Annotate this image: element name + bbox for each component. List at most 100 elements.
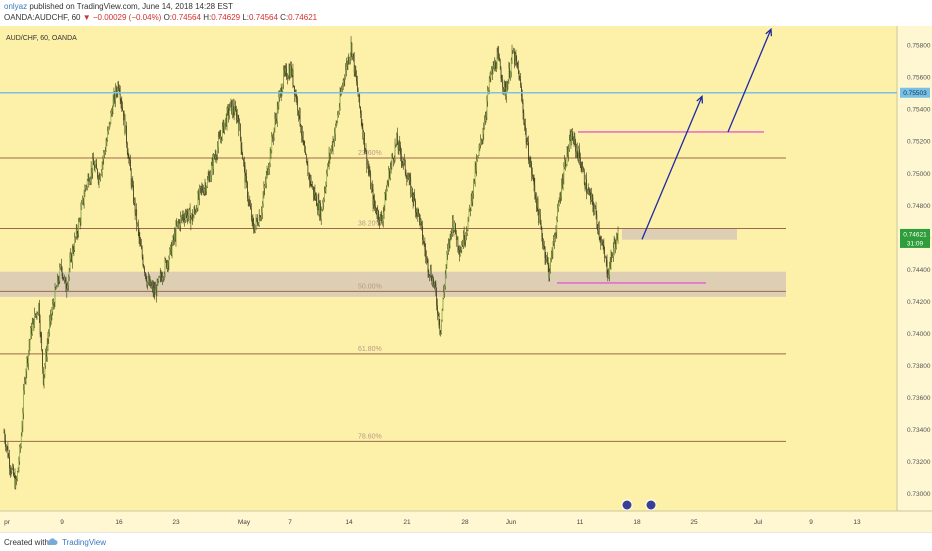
candle-body [32, 319, 34, 325]
candle-body [185, 212, 187, 215]
price-chart[interactable]: AUD/CHF, 60, OANDA 23.60% 38.20% 50.00% 61.… [0, 26, 932, 532]
candle-body [4, 432, 6, 441]
candle-body [419, 219, 421, 224]
candle-body [364, 148, 366, 152]
candle-body [249, 200, 251, 206]
candle-body [461, 245, 463, 250]
candle-body [75, 237, 76, 238]
candle-body [291, 65, 292, 76]
candle-body [279, 92, 280, 98]
candle-body [459, 250, 460, 255]
candle-body [465, 234, 467, 241]
candle-body [411, 188, 412, 195]
candle-body [221, 136, 222, 140]
candle-body [524, 122, 525, 126]
candle-body [371, 186, 372, 189]
candle-body [205, 185, 207, 192]
candle-body [389, 170, 390, 178]
candle-body [479, 145, 481, 149]
candle-body [507, 80, 509, 90]
candle-body [127, 151, 129, 159]
author-link[interactable]: onlyaz [4, 2, 28, 11]
candle-body [99, 175, 101, 180]
tradingview-link[interactable]: TradingView [62, 538, 107, 547]
candle-body [294, 92, 296, 96]
candle-body [533, 177, 535, 185]
candle-body [374, 199, 375, 207]
candle-body [373, 199, 375, 205]
candle-body [339, 93, 341, 108]
candle-body [109, 122, 111, 125]
fib-level-label: 23.60% [358, 150, 382, 157]
candle-body [27, 351, 29, 364]
candle-body [149, 280, 151, 285]
candle-body [328, 153, 330, 164]
candle-body [246, 175, 247, 183]
candle-body [15, 478, 17, 488]
candle-body [126, 125, 127, 144]
projection-arrow-line [727, 28, 772, 133]
candle-body [170, 245, 171, 249]
candle-body [613, 240, 615, 249]
candle-body [371, 186, 373, 190]
candle-body [22, 413, 24, 427]
candle-body [313, 186, 314, 196]
candle-body [19, 446, 21, 462]
candle-body [221, 126, 223, 140]
candle-body [157, 280, 159, 282]
candle-body [471, 195, 473, 202]
candle-body [167, 261, 169, 266]
candle-body [565, 164, 567, 167]
candle-body [578, 149, 580, 161]
candle-body [546, 256, 547, 259]
candle-body [177, 221, 179, 223]
candle-body [47, 338, 49, 345]
candle-body [183, 215, 185, 219]
publish-text: published on TradingView.com, June 14, 2… [27, 2, 233, 11]
candle-body [597, 224, 598, 231]
candle-body [163, 273, 165, 278]
candle-body [101, 171, 102, 175]
candle-body [51, 311, 53, 318]
candle-body [353, 56, 355, 73]
candle-body [551, 251, 553, 258]
candle-body [483, 129, 485, 135]
candle-body [25, 371, 27, 380]
candle-body [231, 100, 233, 114]
candle-body [277, 105, 279, 110]
time-tick-label: 28 [461, 519, 469, 526]
candle-body [35, 313, 36, 316]
time-axis-background [0, 511, 932, 532]
candle-body [236, 110, 237, 120]
candle-body [6, 446, 8, 447]
candle-body [346, 63, 348, 67]
candle-body [254, 230, 255, 232]
candle-body [97, 176, 99, 182]
candle-body [251, 216, 253, 220]
candle-body [598, 227, 600, 237]
candle-body [235, 106, 236, 111]
candle-body [392, 157, 394, 159]
candle-body [90, 178, 91, 183]
candle-body [282, 84, 284, 92]
candle-body [79, 220, 81, 223]
candle-body [349, 53, 351, 58]
event-flag-icon[interactable] [645, 499, 657, 511]
time-tick-label: pr [4, 519, 11, 526]
candle-body [561, 180, 562, 197]
event-flag-icon[interactable] [621, 499, 633, 511]
candle-body [440, 330, 441, 334]
candle-body [433, 278, 434, 285]
candle-body [477, 157, 478, 161]
candle-body [391, 157, 393, 164]
candle-body [550, 251, 552, 260]
time-tick-label: 18 [633, 519, 641, 526]
candle-body [150, 280, 152, 288]
candle-body [155, 288, 157, 296]
candle-body [579, 158, 581, 167]
candle-body [509, 68, 511, 78]
candle-body [530, 162, 532, 164]
candle-body [68, 269, 70, 277]
candle-body [590, 192, 591, 200]
candle-body [375, 206, 376, 208]
